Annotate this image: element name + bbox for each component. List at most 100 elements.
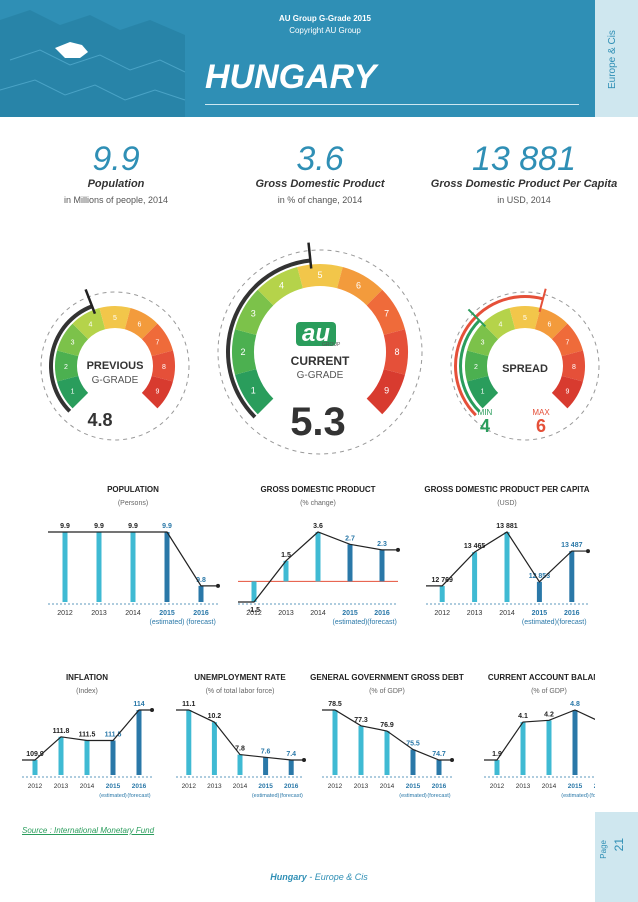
chart-5: GENERAL GOVERNMENT GROSS DEBT (% of GDP) 7… [310,673,464,799]
data-label: 75.5 [406,740,420,747]
data-label: 9.9 [94,523,104,530]
tick-label: 2016 [284,783,299,790]
footer-separator: - [306,872,315,882]
chart-3: INFLATION (Index) 109.9 2012 111.8 2013 111.5 2… [22,673,154,799]
trend-end-dot [396,547,400,552]
charts-area: POPULATION (Persons) 9.9 2012 9.9 2013 9.9 2014… [22,485,595,799]
bar [504,532,510,602]
tick-label: 2014 [542,783,557,790]
category-note: (estimated) [561,793,589,799]
bar [198,585,204,602]
data-label: -1.5 [248,607,260,614]
tick-label: 2015 [342,610,358,617]
tick-label: 2016 [132,783,147,790]
data-label: 11.1 [182,701,195,708]
bar [347,544,353,582]
gauge-spread-scale-label: 6 [548,322,552,329]
tick-label: 2014 [499,610,515,617]
chart-subtitle: (USD) [497,500,516,507]
bar [439,585,445,602]
bar [237,754,243,775]
bar [536,581,542,602]
bar [130,532,136,602]
header-divider [205,104,579,105]
category-note: (forecast) [280,793,303,799]
tick-label: 2013 [516,783,531,790]
gauge-spread-min: 4 [479,416,490,436]
data-label: 4.1 [518,713,528,720]
gauge-previous-scale-label: 5 [113,315,117,322]
trend-line [22,709,152,761]
bar [96,532,102,602]
gauge-current-scale-label: 7 [384,309,389,319]
header-title-line1: AU Group G-Grade 2015 [278,14,372,23]
header-title-line2: Copyright AU Group [289,26,361,35]
gauge-previous-scale-label: 4 [89,322,93,329]
data-label: 12 853 [529,573,551,580]
gauge-previous-scale-label: 3 [71,340,75,347]
data-label: 78.5 [328,701,342,708]
category-note: (estimated) [252,793,280,799]
chart-subtitle: (Persons) [118,500,148,507]
stat-population-value: 9.9 [92,140,140,178]
data-label: 4.2 [544,711,554,718]
data-label: 77.3 [354,717,368,724]
au-logo: au [296,322,336,346]
side-label: Europe & Cis [607,30,618,90]
tick-label: 2015 [568,783,583,790]
gauge-spread-scale-label: 4 [499,322,503,329]
source-note[interactable]: Source : International Monetary Fund [22,826,155,835]
bar [251,581,257,602]
data-label: 13 487 [561,542,583,549]
bar [136,710,142,775]
data-label: 13 465 [464,543,486,550]
category-note: (estimated) [332,619,367,626]
stat-gdp-label: Gross Domestic Product [255,178,385,190]
category-note: (forecast) [427,793,450,799]
footer-region: Europe & Cis [314,872,368,882]
gauge-previous-scale-label: 8 [162,364,166,371]
category-note: (forecast) [127,793,150,799]
tick-label: 2014 [233,783,248,790]
gauge-current-value: 5.3 [290,400,346,444]
data-label: 9.8 [196,577,206,584]
data-label: 3.6 [313,523,323,530]
trend-end-dot [216,583,220,588]
trend-line [48,531,218,587]
gauge-current-scale-label: 1 [251,386,256,396]
gauge-current-title: CURRENT [290,354,350,368]
gauge-spread-scale-label: 8 [572,364,576,371]
bar [32,760,38,775]
bar [84,740,90,775]
bar [283,560,289,582]
header-banner [0,0,595,117]
bar [110,740,116,775]
data-label: 109.9 [26,751,44,758]
trend-line [484,709,595,761]
page-label: Page [599,840,608,859]
category-note: (estimated) [399,793,427,799]
bar [569,551,575,602]
tick-label: 2016 [594,783,595,790]
bar [520,722,526,775]
gauge-previous-title: PREVIOUS [86,360,144,372]
trend-end-dot [302,758,306,762]
category-note: (estimated) [522,619,557,626]
trend-end-dot [450,758,454,762]
tick-label: 2016 [564,610,580,617]
bar [572,710,578,775]
category-note: (forecast) [367,619,397,626]
gauge-spread-scale-label: 1 [481,389,485,396]
gauge-current-subtitle: G-GRADE [296,370,344,381]
chart-title: CURRENT ACCOUNT BALANCE [488,673,595,682]
data-label: 2.7 [345,535,355,542]
data-label: 1.5 [281,552,291,559]
chart-2: GROSS DOMESTIC PRODUCT PER CAPITA (USD) 12… [424,485,590,626]
trend-line [176,709,304,761]
gauge-spread-scale-label: 3 [481,340,485,347]
bar [315,532,321,582]
gauge-previous-segment [72,308,106,340]
tick-label: 2013 [207,783,222,790]
data-label: 76.9 [380,722,394,729]
chart-4: UNEMPLOYMENT RATE (% of total labor force… [176,673,306,799]
